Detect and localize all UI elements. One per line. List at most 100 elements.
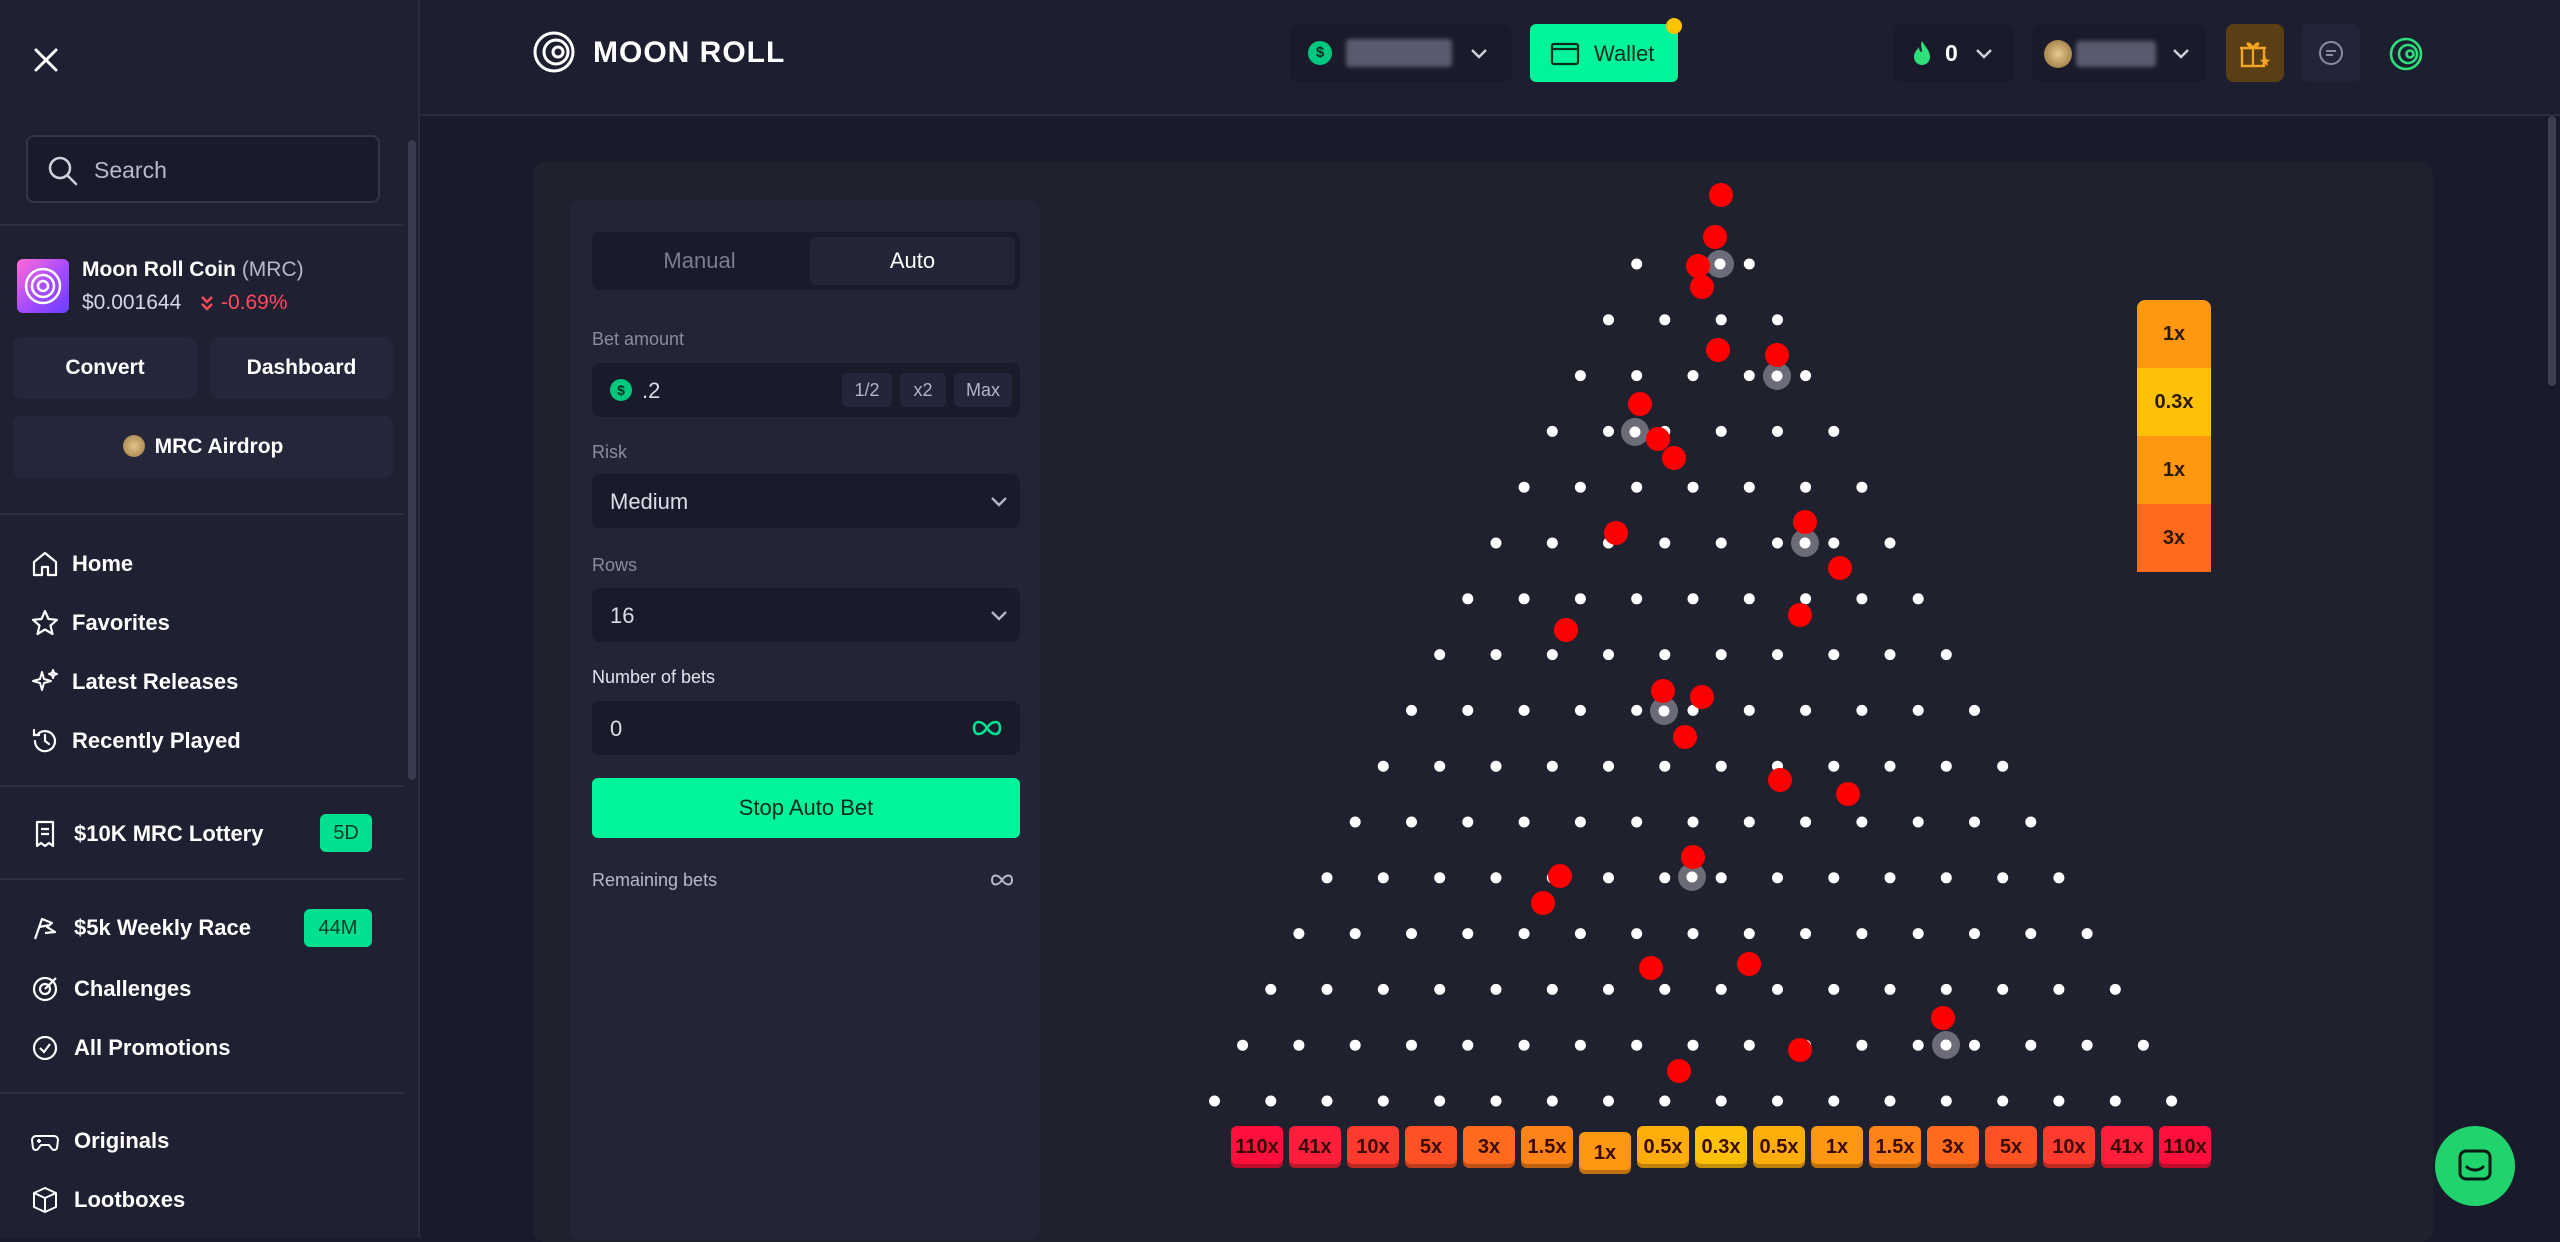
chevron-down-icon — [1976, 49, 1992, 59]
search-input[interactable] — [92, 151, 366, 189]
multiplier-slot: 0.5x — [1637, 1126, 1689, 1168]
balance-selector[interactable]: $ — [1290, 24, 1512, 82]
chat-icon — [2319, 41, 2343, 65]
coin-change: -0.69% — [221, 291, 288, 314]
coin-name-text: Moon Roll Coin — [82, 258, 236, 281]
coin-price: $0.001644 — [82, 291, 182, 314]
double-chevron-down-icon — [201, 296, 213, 311]
coin-name: Moon Roll Coin (MRC) — [82, 258, 304, 282]
multiplier-slot: 1.5x — [1521, 1126, 1573, 1168]
sidebar-scrollbar[interactable] — [408, 140, 416, 780]
result-history: 1x 0.3x 1x 3x — [2137, 300, 2211, 588]
half-bet-button[interactable]: 1/2 — [842, 373, 892, 407]
fire-streak-selector[interactable]: 0 — [1893, 24, 2015, 82]
max-bet-button[interactable]: Max — [954, 373, 1012, 407]
stop-auto-bet-button[interactable]: Stop Auto Bet — [592, 778, 1020, 838]
infinity-icon[interactable] — [970, 716, 1004, 740]
rows-value: 16 — [610, 603, 635, 628]
support-chat-button[interactable] — [2435, 1126, 2515, 1206]
mrc-coin-logo — [17, 259, 69, 313]
multiplier-slot: 5x — [1405, 1126, 1457, 1168]
multiplier-slot: 0.5x — [1753, 1126, 1805, 1168]
nav-label: All Promotions — [74, 1035, 231, 1060]
dollar-coin-icon: $ — [1308, 41, 1332, 65]
race-label: $5k Weekly Race — [74, 915, 251, 940]
nav-label: Latest Releases — [72, 669, 239, 694]
notification-dot — [1666, 18, 1682, 34]
bet-amount-field[interactable]: $ .2 1/2 x2 Max — [592, 363, 1020, 417]
moon-roll-logo-icon[interactable] — [532, 30, 576, 74]
mrc-airdrop-button[interactable]: MRC Airdrop — [13, 416, 393, 478]
multiplier-slot: 41x — [2101, 1126, 2153, 1168]
rows-select[interactable]: 16 — [592, 588, 1020, 642]
home-icon — [32, 551, 58, 577]
coin-symbol: (MRC) — [241, 258, 304, 281]
mode-tabs: Manual Auto — [592, 232, 1020, 290]
divider — [0, 785, 404, 787]
chevron-down-icon — [2173, 49, 2189, 59]
race-badge: 44M — [304, 909, 372, 947]
account-selector[interactable] — [2032, 24, 2207, 82]
sparkles-icon — [32, 669, 58, 691]
number-of-bets-field[interactable]: 0 — [592, 701, 1020, 755]
fire-count: 0 — [1945, 40, 1958, 66]
chat-button[interactable] — [2302, 24, 2360, 82]
tab-auto[interactable]: Auto — [810, 237, 1015, 285]
close-icon[interactable] — [26, 40, 66, 80]
number-of-bets-value: 0 — [610, 716, 623, 741]
multiplier-slot: 110x — [1231, 1126, 1283, 1168]
risk-select[interactable]: Medium — [592, 474, 1020, 528]
nav-label: Lootboxes — [74, 1187, 186, 1212]
balance-hidden — [1346, 39, 1452, 67]
chevron-down-icon — [1471, 49, 1487, 59]
multiplier-slot: 10x — [2043, 1126, 2095, 1168]
search-icon — [48, 156, 78, 186]
sidebar: Moon Roll Coin (MRC) $0.001644 -0.69% Co… — [0, 0, 420, 1238]
nav-label: Challenges — [74, 976, 192, 1001]
nav-item-weekly-race[interactable]: $5k Weekly Race — [30, 907, 380, 947]
account-hidden — [2076, 41, 2156, 67]
nav-label: Originals — [74, 1128, 170, 1153]
risk-value: Medium — [610, 489, 689, 514]
airdrop-label: MRC Airdrop — [154, 435, 284, 458]
chat-bubble-icon — [2458, 1149, 2492, 1181]
history-entry: 3x — [2137, 504, 2211, 572]
history-icon — [32, 728, 57, 753]
history-entry: 1x — [2137, 300, 2211, 368]
logo-text[interactable]: MOON ROLL — [593, 36, 786, 69]
dollar-coin-icon: $ — [610, 379, 632, 401]
box-icon — [33, 1187, 57, 1213]
rewards-button[interactable] — [2226, 24, 2284, 82]
bet-amount-value: .2 — [642, 378, 661, 403]
history-entry: 1x — [2137, 436, 2211, 504]
multiplier-slot: 1.5x — [1869, 1126, 1921, 1168]
profile-avatar-icon[interactable] — [2388, 36, 2424, 72]
wallet-button[interactable]: Wallet — [1530, 18, 1682, 82]
multiplier-slot: 5x — [1985, 1126, 2037, 1168]
wallet-icon — [1550, 42, 1580, 66]
tab-manual[interactable]: Manual — [663, 248, 736, 273]
infinity-icon — [990, 874, 1014, 886]
ticket-icon — [35, 820, 55, 848]
dashboard-button[interactable]: Dashboard — [210, 337, 393, 399]
double-bet-button[interactable]: x2 — [900, 373, 946, 407]
gamepad-icon — [31, 1135, 59, 1151]
lottery-badge: 5D — [320, 814, 372, 852]
divider — [0, 1092, 404, 1094]
search-box[interactable] — [26, 135, 380, 203]
target-icon — [32, 976, 58, 1002]
main-scrollbar[interactable] — [2548, 116, 2556, 386]
wallet-label: Wallet — [1594, 41, 1655, 66]
nav-item-lottery[interactable]: $10K MRC Lottery — [30, 813, 380, 853]
fire-icon — [1914, 41, 1930, 65]
multiplier-slot: 0.3x — [1695, 1126, 1747, 1168]
convert-button[interactable]: Convert — [13, 337, 197, 399]
mrc-coin-icon — [122, 435, 145, 457]
star-icon — [31, 609, 59, 636]
chevron-down-icon — [991, 611, 1007, 621]
nav-label: Recently Played — [72, 728, 241, 753]
bet-amount-label: Bet amount — [592, 329, 685, 349]
multiplier-slot: 3x — [1463, 1126, 1515, 1168]
rows-label: Rows — [592, 555, 638, 575]
gift-star-icon — [2240, 42, 2270, 68]
